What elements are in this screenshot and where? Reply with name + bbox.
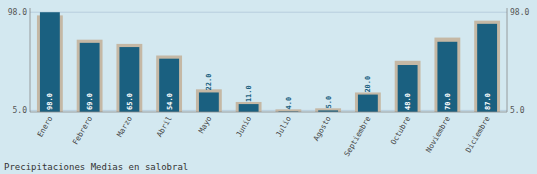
data-label: 20.0 bbox=[364, 76, 372, 93]
x-tick-label: Enero bbox=[36, 114, 55, 138]
bar bbox=[437, 42, 457, 112]
x-tick-label: Abril bbox=[155, 115, 174, 139]
x-tick-label: Febrero bbox=[71, 114, 95, 146]
bar bbox=[159, 59, 179, 112]
title: Precipitaciones Medias en salobral bbox=[4, 162, 188, 172]
bar bbox=[477, 24, 497, 112]
x-axis-line bbox=[30, 112, 507, 113]
data-label: 87.0 bbox=[484, 93, 492, 110]
y-tick-label: 5.0 bbox=[13, 106, 28, 115]
data-label: 70.0 bbox=[444, 93, 452, 110]
bar bbox=[40, 12, 60, 112]
bar bbox=[358, 95, 378, 112]
x-tick-label: Mayo bbox=[197, 114, 214, 135]
y2-tick-label: 98.0 bbox=[510, 8, 529, 17]
data-label: 48.0 bbox=[404, 93, 412, 110]
y-axis-line bbox=[30, 8, 31, 112]
data-label: 54.0 bbox=[166, 93, 174, 110]
data-label: 22.0 bbox=[205, 74, 213, 91]
grid-line bbox=[30, 12, 507, 13]
x-tick-label: Septiembre bbox=[342, 114, 373, 158]
bar bbox=[239, 104, 259, 112]
data-label: 5.0 bbox=[325, 96, 333, 109]
bar bbox=[119, 47, 139, 112]
x-tick-label: Marzo bbox=[115, 114, 134, 138]
x-tick-label: Julio bbox=[274, 114, 293, 138]
bars bbox=[37, 12, 500, 112]
data-label: 4.0 bbox=[285, 97, 293, 110]
bar bbox=[474, 21, 500, 112]
bar bbox=[199, 92, 219, 112]
x-tick-label: Noviembre bbox=[424, 114, 452, 154]
bar bbox=[77, 40, 103, 112]
bar bbox=[236, 102, 262, 112]
data-label: 98.0 bbox=[46, 93, 54, 110]
data-label: 65.0 bbox=[126, 93, 134, 110]
x-tick-label: Junio bbox=[234, 114, 253, 138]
bar bbox=[355, 92, 381, 112]
bar bbox=[80, 43, 100, 112]
x-tick-label: Octubre bbox=[389, 114, 413, 146]
data-label: 11.0 bbox=[245, 85, 253, 102]
y2-axis-line bbox=[507, 8, 508, 112]
x-tick-label: Diciembre bbox=[464, 114, 492, 154]
y-tick-label: 98.0 bbox=[8, 8, 27, 17]
bar bbox=[434, 38, 460, 112]
bar bbox=[156, 56, 182, 112]
y2-tick-label: 5.0 bbox=[510, 106, 525, 115]
bar bbox=[116, 44, 142, 112]
bar bbox=[395, 61, 421, 112]
data-label: 69.0 bbox=[86, 93, 94, 110]
bar bbox=[398, 65, 418, 112]
x-tick-label: Agosto bbox=[312, 114, 334, 142]
bar bbox=[196, 89, 222, 112]
